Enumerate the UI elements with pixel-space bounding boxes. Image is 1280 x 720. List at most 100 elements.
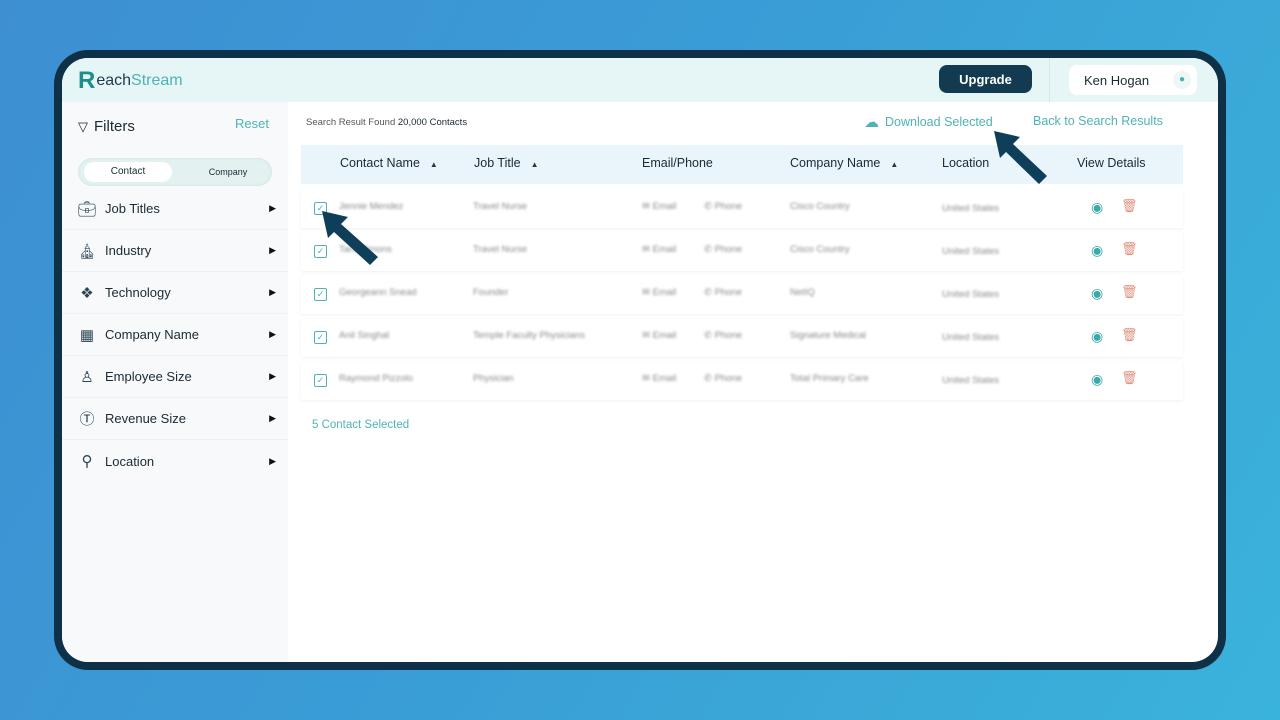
column-contact-name[interactable]: Contact Name ▲︎ — [340, 156, 438, 170]
toggle-company[interactable]: Company — [208, 167, 248, 177]
row-checkbox[interactable]: ✓ — [314, 288, 327, 301]
back-to-search-results-link[interactable]: Back to Search Results — [1033, 114, 1163, 128]
job-title: Founder — [473, 287, 509, 298]
filter-icon: ▽ — [78, 118, 88, 134]
contact-name: Georgeann Snead — [339, 287, 417, 298]
annotation-arrow-download — [994, 131, 1047, 184]
email[interactable]: ✉ Email — [642, 201, 677, 212]
table-row: ✓ Raymond Pizzolo Physician ✉ Email ✆ Ph… — [301, 362, 1183, 400]
trash-icon[interactable]: 🗑︎ — [1121, 241, 1138, 256]
company-name: Cisco Country — [790, 201, 850, 212]
caret-right-icon: ▶ — [269, 371, 276, 381]
eye-icon[interactable]: ◉ — [1091, 199, 1104, 215]
row-checkbox[interactable]: ✓ — [314, 331, 327, 344]
email[interactable]: ✉ Email — [642, 244, 677, 255]
contact-name: Anil Singhal — [339, 330, 390, 341]
trash-icon[interactable]: 🗑︎ — [1121, 370, 1138, 385]
phone[interactable]: ✆ Phone — [704, 244, 743, 255]
sort-icon[interactable]: ▲︎ — [890, 160, 899, 169]
email[interactable]: ✉ Email — [642, 330, 677, 341]
table-row: ✓ Georgeann Snead Founder ✉ Email ✆ Phon… — [301, 276, 1183, 314]
filters-sidebar: ▽ Filters Reset Contact Company 💼︎ Job Tit… — [62, 102, 288, 662]
row-checkbox[interactable]: ✓ — [314, 374, 327, 387]
location: United States — [942, 203, 1000, 214]
trash-icon[interactable]: 🗑︎ — [1121, 198, 1138, 213]
briefcase-icon: 💼︎ — [77, 200, 97, 218]
sort-icon[interactable]: ▲︎ — [530, 160, 539, 169]
sort-icon[interactable]: ▲︎ — [429, 160, 438, 169]
toggle-contact[interactable]: Contact — [84, 162, 172, 182]
caret-right-icon: ▶ — [269, 455, 276, 466]
company-name: Total Primary Care — [790, 373, 869, 384]
trash-icon[interactable]: 🗑︎ — [1121, 284, 1138, 299]
job-title: Physician — [473, 373, 514, 384]
filter-location[interactable]: ⚲ Location ▶ — [62, 440, 288, 482]
column-email-phone: Email/Phone — [642, 156, 713, 170]
company-name: Signature Medical — [790, 330, 867, 341]
filter-job-titles[interactable]: 💼︎ Job Titles ▶ — [62, 188, 288, 230]
filter-company-name[interactable]: ▦ Company Name ▶ — [62, 314, 288, 356]
annotation-arrow-checkbox — [322, 211, 378, 265]
table-row: ✓ Tara Simons Travel Nurse ✉ Email ✆ Pho… — [301, 233, 1183, 271]
contact-name: Jennie Mendez — [339, 201, 404, 212]
factory-icon: ⛪︎ — [77, 242, 97, 260]
phone[interactable]: ✆ Phone — [704, 373, 743, 384]
reset-button[interactable]: Reset — [235, 116, 269, 131]
row-checkbox[interactable]: ✓ — [314, 245, 327, 258]
phone[interactable]: ✆ Phone — [704, 287, 743, 298]
cloud-download-icon: ☁ — [864, 114, 879, 131]
table-row: ✓ Anil Singhal Temple Faculty Physicians… — [301, 319, 1183, 357]
job-title: Temple Faculty Physicians — [473, 330, 585, 341]
company-name: NetIQ — [790, 287, 815, 298]
divider — [1049, 58, 1050, 102]
selected-count: 5 Contact Selected — [312, 419, 410, 431]
contact-name: Raymond Pizzolo — [339, 373, 413, 384]
caret-right-icon: ▶ — [269, 329, 276, 339]
caret-right-icon: ▶ — [269, 203, 276, 213]
job-title: Travel Nurse — [473, 244, 528, 255]
result-count: Search Result Found 20,000 Contacts — [306, 117, 468, 128]
email[interactable]: ✉ Email — [642, 287, 677, 298]
column-location: Location — [942, 156, 990, 170]
filters-heading: ▽ Filters — [78, 118, 135, 135]
email[interactable]: ✉ Email — [642, 373, 677, 384]
filter-employee-size[interactable]: ♙ Employee Size ▶ — [62, 356, 288, 398]
download-selected-button[interactable]: ☁ Download Selected — [864, 114, 993, 131]
map-pin-icon: ⚲ — [81, 453, 93, 470]
eye-icon[interactable]: ◉ — [1091, 328, 1104, 344]
location: United States — [942, 332, 1000, 343]
phone[interactable]: ✆ Phone — [704, 201, 743, 212]
caret-right-icon: ▶ — [269, 413, 276, 423]
user-name: Ken Hogan — [1084, 72, 1150, 88]
location: United States — [942, 246, 1000, 257]
contact-company-toggle: Contact Company — [78, 158, 272, 186]
eye-icon[interactable]: ◉ — [1091, 285, 1104, 301]
column-company-name[interactable]: Company Name ▲︎ — [790, 156, 899, 170]
upgrade-button[interactable]: Upgrade — [939, 65, 1032, 93]
eye-icon[interactable]: ◉ — [1091, 371, 1104, 387]
eye-icon[interactable]: ◉ — [1091, 242, 1104, 258]
employee-icon: ♙ — [80, 368, 94, 386]
revenue-icon: Ⓣ — [79, 411, 95, 428]
location: United States — [942, 375, 1000, 386]
job-title: Travel Nurse — [473, 201, 528, 212]
caret-right-icon: ▶ — [269, 245, 276, 255]
column-view-details: View Details — [1077, 156, 1146, 170]
user-menu[interactable]: Ken Hogan ● — [1069, 65, 1197, 95]
filter-industry[interactable]: ⛪︎ Industry ▶ — [62, 230, 288, 272]
cube-icon: ❖ — [80, 284, 94, 302]
column-job-title[interactable]: Job Title ▲︎ — [474, 156, 539, 170]
phone[interactable]: ✆ Phone — [704, 330, 743, 341]
company-name: Cisco Country — [790, 244, 850, 255]
caret-right-icon: ▶ — [269, 287, 276, 297]
table-row: ✓ Jennie Mendez Travel Nurse ✉ Email ✆ P… — [301, 190, 1183, 228]
row-checkbox[interactable]: ✓ — [314, 202, 327, 215]
user-icon: ● — [1173, 71, 1191, 89]
filter-revenue-size[interactable]: Ⓣ Revenue Size ▶ — [62, 398, 288, 440]
trash-icon[interactable]: 🗑︎ — [1121, 327, 1138, 342]
filter-technology[interactable]: ❖ Technology ▶ — [62, 272, 288, 314]
building-icon: ▦ — [79, 326, 95, 344]
location: United States — [942, 289, 1000, 300]
